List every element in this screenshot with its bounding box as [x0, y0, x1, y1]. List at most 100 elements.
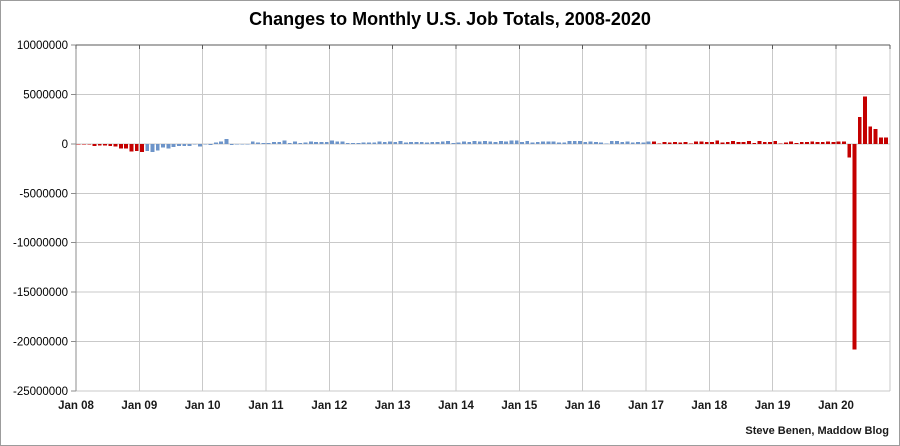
bar-2011-03 — [277, 141, 282, 144]
x-axis-label: Jan 18 — [691, 400, 727, 412]
bar-2009-07 — [171, 143, 176, 148]
bar-2010-01 — [203, 143, 208, 145]
bar-2010-03 — [213, 142, 218, 144]
bar-2009-03 — [150, 143, 155, 153]
bar-2015-05 — [541, 141, 545, 144]
bar-2012-10 — [377, 141, 382, 144]
bar-2014-05 — [477, 141, 482, 144]
bar-2008-06 — [103, 143, 107, 146]
bar-2011-10 — [314, 142, 319, 144]
bar-2014-04 — [472, 140, 477, 144]
bar-2017-09 — [688, 143, 693, 145]
bar-2008-05 — [97, 143, 102, 146]
bar-2019-12 — [831, 142, 836, 144]
bar-2009-10 — [187, 143, 192, 146]
bar-2014-02 — [462, 141, 466, 144]
bar-2009-08 — [177, 143, 181, 146]
bar-2012-08 — [367, 142, 371, 144]
bar-2014-10 — [504, 141, 509, 144]
y-axis-label: -20000000 — [13, 337, 68, 349]
bar-2011-05 — [287, 142, 292, 144]
bar-2017-12 — [704, 142, 709, 144]
x-axis-label: Jan 10 — [185, 400, 221, 412]
bar-2017-06 — [673, 141, 677, 144]
bar-2010-02 — [208, 143, 213, 145]
bar-2018-09 — [752, 142, 757, 144]
bar-2011-09 — [308, 141, 313, 144]
bar-2012-06 — [356, 142, 361, 144]
bar-2016-06 — [609, 140, 614, 144]
x-axis-label: Jan 15 — [501, 400, 537, 412]
bar-2008-04 — [92, 143, 97, 146]
bar-2012-04 — [345, 142, 350, 144]
bar-2010-06 — [229, 143, 234, 146]
bar-2015-01 — [520, 141, 524, 144]
bar-2016-11 — [636, 142, 640, 144]
x-axis-label: Jan 12 — [311, 400, 347, 412]
bar-2018-10 — [757, 141, 762, 144]
bar-2020-09 — [878, 137, 883, 144]
y-axis-label: -25000000 — [13, 386, 68, 398]
bar-2015-06 — [546, 141, 551, 144]
bar-2018-04 — [725, 142, 730, 144]
bar-2016-01 — [583, 142, 588, 144]
bar-2016-12 — [641, 142, 646, 144]
x-axis-label: Jan 09 — [121, 400, 157, 412]
y-axis-label: -5000000 — [19, 188, 68, 200]
bar-2013-01 — [393, 141, 398, 144]
bar-2008-08 — [113, 143, 118, 147]
bar-2011-12 — [324, 141, 329, 144]
bar-2020-01 — [836, 141, 841, 144]
bar-2012-02 — [335, 141, 340, 144]
chart-title: Changes to Monthly U.S. Job Totals, 2008… — [249, 9, 651, 29]
bar-2013-08 — [430, 141, 435, 144]
y-axis-label: 0 — [62, 139, 68, 151]
attribution-credit: Steve Benen, Maddow Blog — [745, 425, 889, 437]
bar-2016-08 — [620, 142, 625, 144]
bar-2013-07 — [425, 142, 429, 144]
bar-2014-01 — [456, 142, 461, 144]
bar-2008-10 — [124, 143, 129, 149]
bar-2015-09 — [562, 142, 567, 144]
bar-2015-08 — [557, 142, 561, 144]
bar-2019-06 — [799, 142, 804, 144]
bar-2019-11 — [826, 141, 830, 144]
bar-2008-09 — [118, 143, 123, 149]
bar-2019-03 — [783, 142, 788, 144]
bar-2018-06 — [736, 141, 741, 144]
bar-2010-10 — [250, 141, 255, 144]
bar-2010-04 — [219, 141, 224, 144]
bar-2008-02 — [82, 143, 86, 145]
bar-2012-12 — [388, 141, 392, 144]
bar-2018-07 — [741, 142, 746, 144]
bar-2017-07 — [678, 142, 683, 144]
bar-2019-08 — [810, 141, 815, 144]
bar-2008-07 — [108, 143, 113, 146]
bar-2019-09 — [815, 141, 820, 144]
bar-2015-12 — [578, 141, 582, 144]
bar-2014-08 — [493, 141, 498, 144]
bar-2016-09 — [625, 141, 630, 144]
bar-2020-08 — [873, 129, 878, 144]
bar-2016-07 — [615, 140, 619, 144]
bar-2011-01 — [266, 143, 271, 144]
bar-2013-06 — [419, 141, 424, 144]
bar-2020-05 — [857, 116, 862, 144]
bar-2010-11 — [256, 142, 260, 144]
bar-2018-01 — [710, 142, 714, 144]
bar-2010-05 — [224, 138, 229, 144]
bar-2020-04 — [852, 143, 857, 350]
x-axis-label: Jan 20 — [818, 400, 854, 412]
bar-2019-10 — [820, 142, 825, 144]
bar-2012-07 — [361, 142, 366, 144]
bar-2012-05 — [351, 142, 355, 144]
bar-2011-04 — [282, 140, 287, 144]
bar-2015-11 — [572, 141, 577, 144]
bar-2014-09 — [498, 141, 503, 144]
bar-2015-03 — [530, 142, 535, 144]
bar-2017-02 — [652, 141, 656, 144]
y-axis-label: -10000000 — [13, 238, 68, 250]
bar-2018-03 — [720, 142, 725, 144]
bar-2016-02 — [588, 141, 593, 144]
